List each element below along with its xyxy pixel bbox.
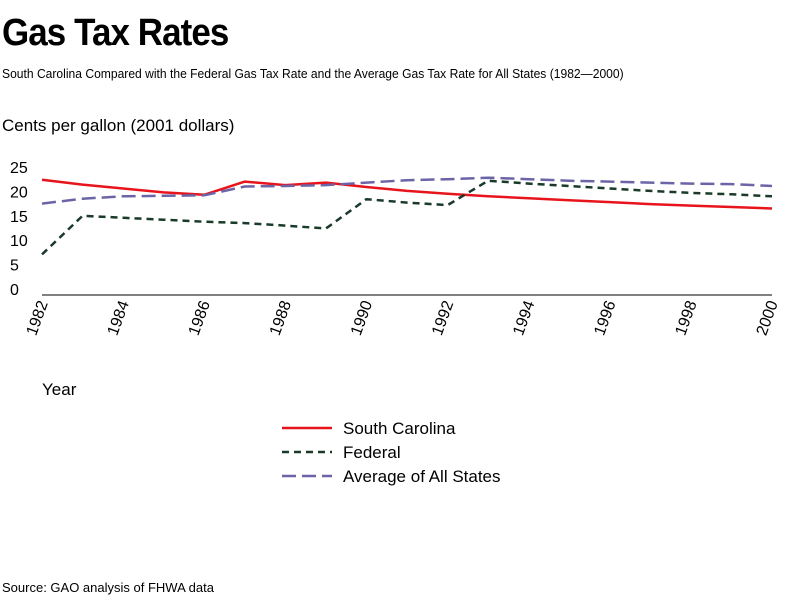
y-tick-label: 10	[10, 233, 28, 250]
x-tick-label: 1988	[267, 298, 295, 337]
series-lines	[41, 176, 773, 256]
x-tick-labels: 1982 1984 1986 1988 1990 1992 1994 1996 1998 2000	[24, 298, 782, 337]
source-note: Source: GAO analysis of FHWA data	[2, 580, 214, 595]
x-tick-label: 1994	[510, 298, 538, 337]
series-line-south-carolina	[41, 178, 773, 210]
series-line-average-of-all-states	[41, 176, 773, 205]
x-tick-label: 2000	[754, 298, 782, 337]
x-tick-label: 1984	[105, 298, 133, 337]
legend: South Carolina Federal Average of All Stat…	[282, 419, 501, 486]
chart-subtitle: South Carolina Compared with the Federal…	[2, 66, 624, 81]
x-tick-label: 1996	[591, 298, 619, 337]
y-tick-label: 5	[10, 258, 19, 275]
series-line-federal	[41, 179, 773, 256]
legend-label: Federal	[343, 443, 401, 462]
y-tick-label: 25	[10, 160, 28, 177]
x-axis-label: Year	[42, 380, 77, 399]
y-axis-label: Cents per gallon (2001 dollars)	[2, 116, 235, 135]
x-tick-label: 1986	[186, 298, 214, 337]
x-tick-label: 1992	[429, 298, 457, 337]
x-tick-label: 1982	[24, 298, 52, 337]
y-tick-labels: 0 5 10 15 20 25	[10, 160, 28, 299]
x-tick-label: 1998	[672, 298, 700, 337]
x-tick-label: 1990	[348, 298, 376, 337]
y-tick-label: 0	[10, 282, 19, 299]
legend-label: South Carolina	[343, 419, 456, 438]
y-tick-label: 20	[10, 184, 28, 201]
legend-label: Average of All States	[343, 467, 501, 486]
chart-title: Gas Tax Rates	[2, 12, 229, 54]
y-tick-label: 15	[10, 209, 28, 226]
